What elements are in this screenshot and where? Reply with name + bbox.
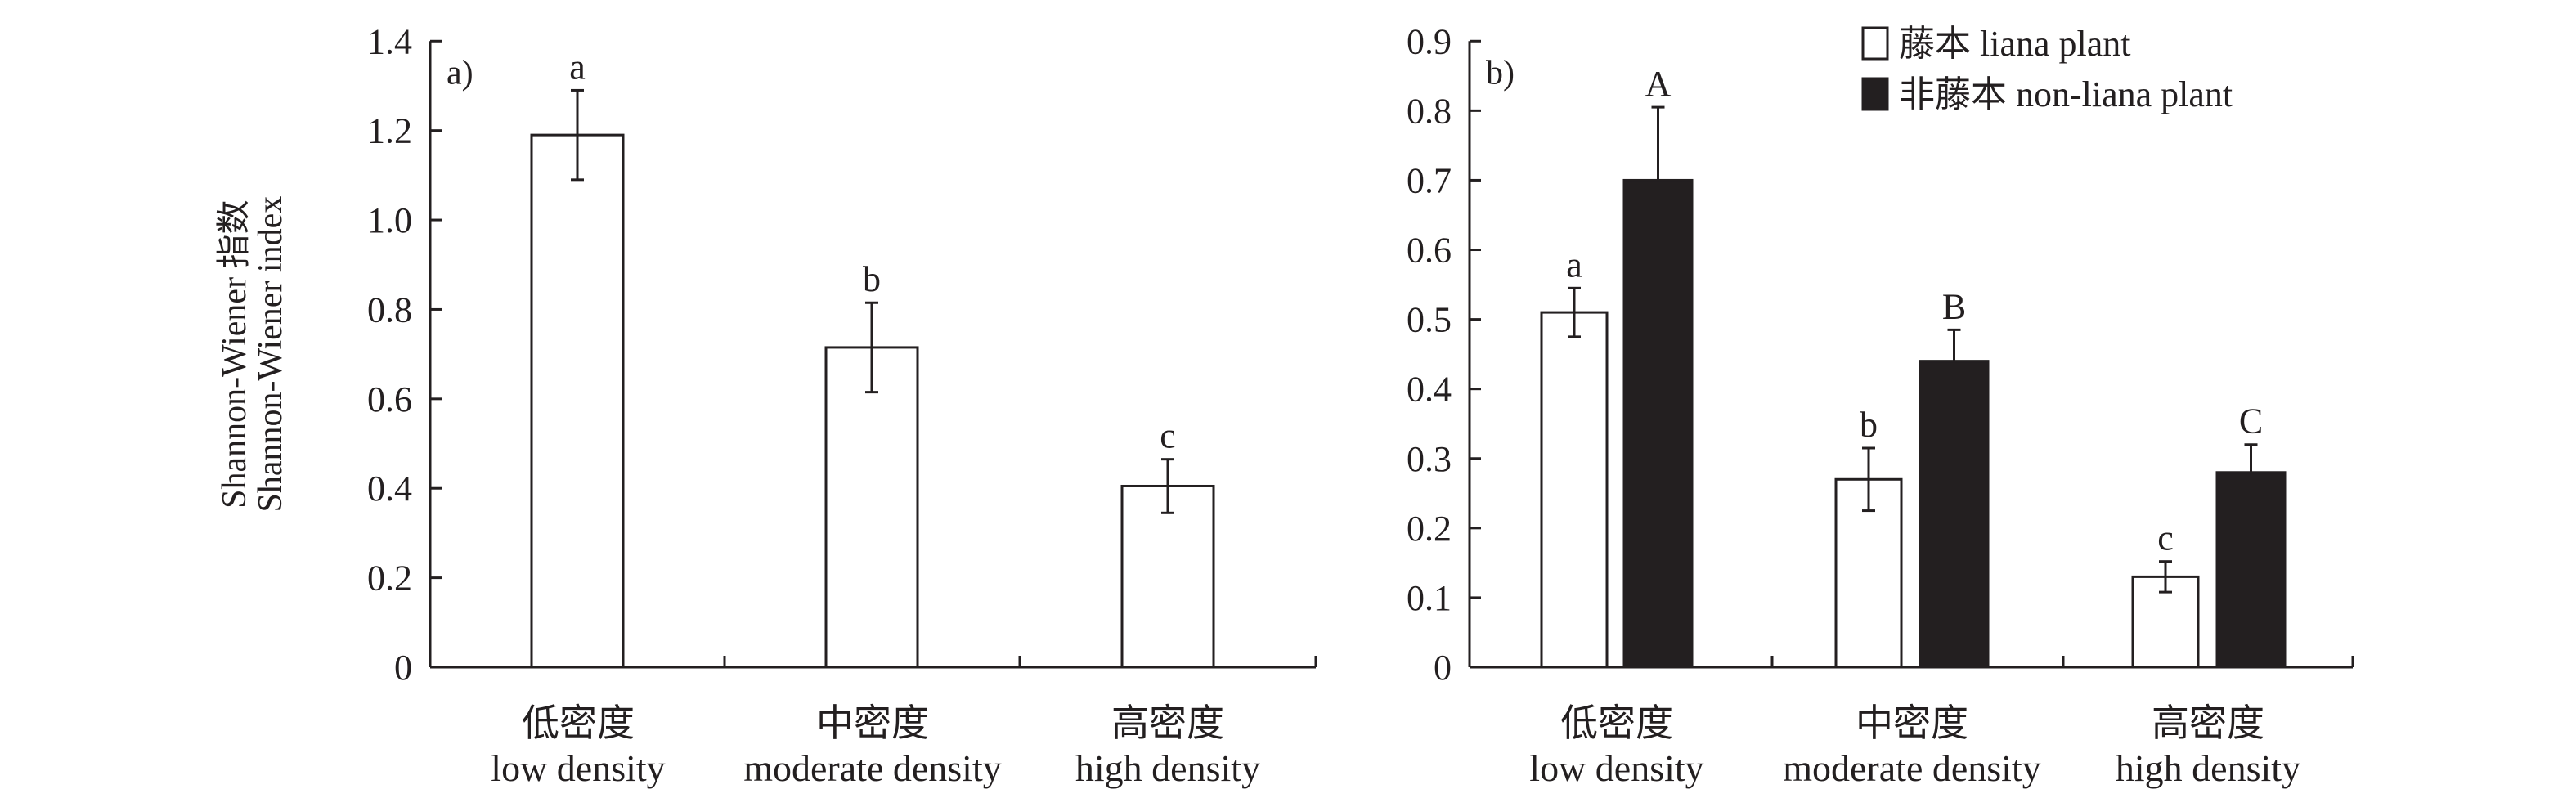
x-tick-label-zh: 低密度 — [522, 702, 635, 744]
y-tick-label: 0.2 — [367, 558, 412, 599]
bar — [1919, 360, 1990, 669]
x-tick-label-en: moderate density — [743, 747, 1002, 789]
y-tick-label: 1.0 — [367, 200, 412, 240]
x-tick-label-zh: 中密度 — [816, 702, 929, 744]
y-tick-label: 0.4 — [1407, 370, 1452, 410]
y-tick-label: 0 — [1434, 648, 1452, 688]
bar — [2215, 471, 2287, 669]
significance-letter: b — [1860, 405, 1878, 445]
significance-letter: c — [2157, 518, 2174, 558]
y-tick-label: 0.1 — [1407, 578, 1452, 618]
y-axis-label-line2: Shannon-Wiener index — [252, 196, 289, 513]
x-tick-label-en: moderate density — [1783, 747, 2041, 789]
x-tick-label-zh: 中密度 — [1856, 702, 1968, 744]
significance-letter: C — [2239, 401, 2263, 442]
y-tick-label: 0.2 — [1407, 509, 1452, 549]
x-tick-label-en: low density — [491, 747, 665, 789]
legend-label: 藤本 liana plant — [1899, 24, 2131, 64]
y-tick-label: 0.8 — [1407, 91, 1452, 131]
y-tick-label: 0.8 — [367, 289, 412, 330]
y-tick-label: 0.6 — [367, 379, 412, 419]
y-tick-label: 0.3 — [1407, 439, 1452, 479]
y-tick-label: 0 — [394, 648, 412, 688]
x-tick-label-en: high density — [1075, 747, 1260, 789]
legend-swatch — [1861, 77, 1889, 111]
significance-letter: b — [863, 259, 881, 299]
x-tick-label-en: low density — [1529, 747, 1703, 789]
bar — [1622, 178, 1694, 669]
y-tick-label: 0.7 — [1407, 160, 1452, 200]
significance-letter: a — [569, 47, 586, 87]
bar — [824, 346, 919, 669]
panel-label: b) — [1486, 54, 1515, 92]
significance-letter: a — [1566, 244, 1582, 285]
x-tick-label-zh: 高密度 — [1111, 702, 1224, 744]
y-axis-label-line1: Shannon-Wiener 指数 — [216, 200, 254, 508]
significance-letter: B — [1942, 286, 1966, 326]
x-tick-label-en: high density — [2116, 747, 2300, 789]
y-tick-label: 0.5 — [1407, 300, 1452, 340]
y-tick-label: 1.4 — [367, 21, 412, 61]
legend-swatch — [1861, 26, 1889, 61]
y-tick-label: 1.2 — [367, 111, 412, 151]
significance-letter: A — [1645, 64, 1672, 104]
y-tick-label: 0.9 — [1407, 21, 1452, 61]
x-tick-label-zh: 高密度 — [2152, 702, 2264, 744]
bar — [1540, 311, 1609, 669]
legend-label: 非藤本 non-liana plant — [1899, 74, 2233, 114]
y-tick-label: 0.6 — [1407, 231, 1452, 271]
y-tick-label: 0.4 — [367, 469, 412, 509]
x-tick-label-zh: 低密度 — [1560, 702, 1673, 744]
bar — [530, 133, 625, 669]
significance-letter: c — [1160, 416, 1176, 456]
panel-label: a) — [447, 54, 473, 92]
